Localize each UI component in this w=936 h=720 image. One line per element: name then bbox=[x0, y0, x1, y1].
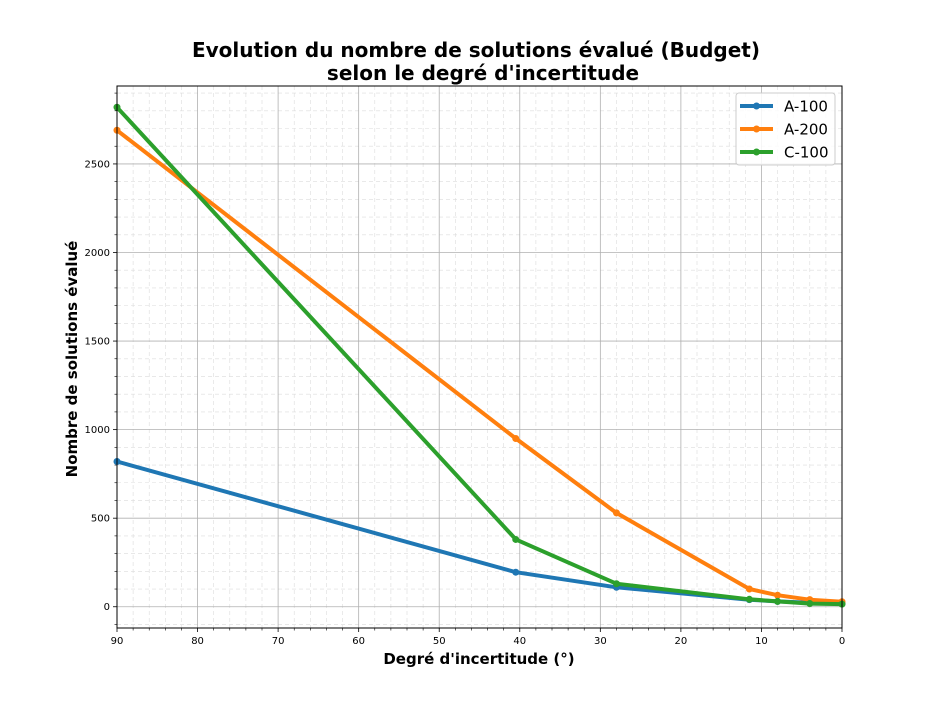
plot-frame bbox=[116, 85, 843, 629]
data-point-a-200 bbox=[774, 591, 782, 599]
data-point-c-100 bbox=[806, 600, 814, 608]
x-tick-label: 0 bbox=[839, 636, 845, 647]
y-tick-label: 500 bbox=[91, 514, 110, 525]
x-axis-label: Degré d'incertitude (°) bbox=[383, 650, 574, 668]
x-tick-label: 40 bbox=[513, 636, 526, 647]
data-point-c-100 bbox=[745, 595, 753, 603]
x-tick-label: 60 bbox=[352, 636, 365, 647]
y-tick-label: 1000 bbox=[85, 425, 110, 436]
y-tick-label: 1500 bbox=[85, 337, 110, 348]
series-line-a-200 bbox=[115, 128, 844, 604]
x-tick-label: 90 bbox=[111, 636, 124, 647]
data-point-c-100 bbox=[512, 535, 520, 543]
legend: A-100 A-200 C-100 bbox=[735, 92, 836, 166]
y-tick-label: 0 bbox=[104, 602, 110, 613]
legend-marker-a-200 bbox=[753, 125, 760, 133]
x-tick-label: 80 bbox=[191, 636, 204, 647]
data-point-a-200 bbox=[745, 585, 753, 593]
data-point-c-100 bbox=[774, 597, 782, 605]
x-tick-label: 30 bbox=[594, 636, 607, 647]
grid bbox=[116, 86, 843, 628]
data-point-a-100 bbox=[512, 568, 520, 576]
series-lines bbox=[113, 103, 846, 608]
chart-title-line1: Evolution du nombre de solutions évalué … bbox=[192, 38, 760, 62]
x-tick-label: 70 bbox=[272, 636, 285, 647]
y-tick-label: 2500 bbox=[85, 159, 110, 170]
data-point-a-200 bbox=[512, 434, 520, 442]
legend-box bbox=[735, 92, 836, 166]
data-point-a-200 bbox=[612, 509, 620, 517]
y-tick-label: 2000 bbox=[85, 248, 110, 259]
x-tick-label: 50 bbox=[433, 636, 446, 647]
x-tick-label: 20 bbox=[675, 636, 688, 647]
legend-label-c-100: C-100 bbox=[784, 144, 829, 162]
x-tick-label: 10 bbox=[755, 636, 768, 647]
y-axis-label: Nombre de solutions évalué bbox=[63, 241, 81, 478]
legend-marker-a-100 bbox=[753, 102, 760, 110]
legend-label-a-200: A-200 bbox=[784, 121, 828, 139]
legend-label-a-100: A-100 bbox=[784, 98, 828, 116]
chart-title-line2: selon le degré d'incertitude bbox=[327, 61, 639, 85]
legend-marker-c-100 bbox=[753, 148, 760, 156]
data-point-c-100 bbox=[612, 580, 620, 588]
